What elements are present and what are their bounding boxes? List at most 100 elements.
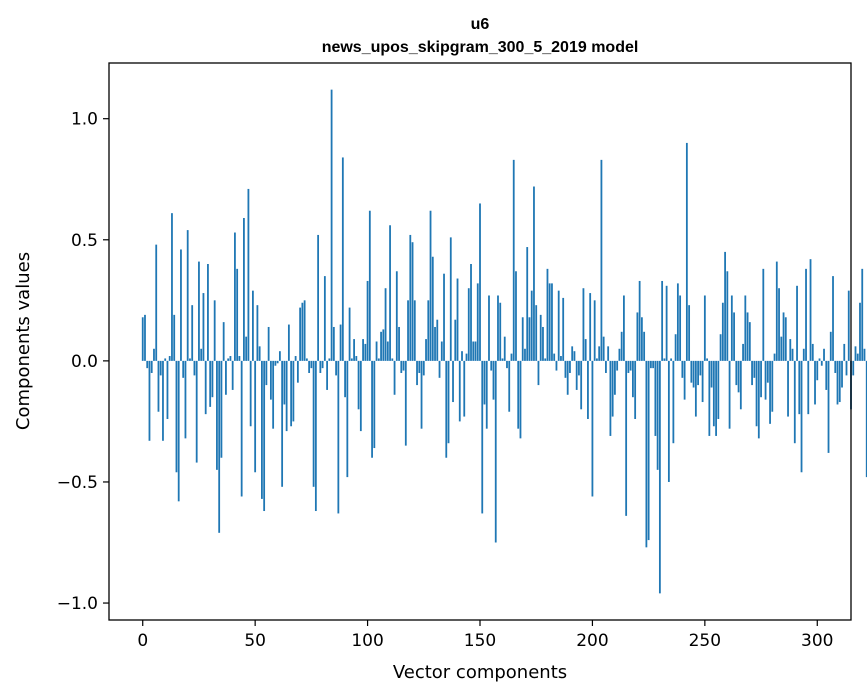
bar-66 <box>290 360 293 427</box>
bar-272 <box>753 360 756 378</box>
bar-249 <box>701 360 704 403</box>
bar-152 <box>483 360 486 405</box>
bar-101 <box>368 210 371 361</box>
bar-262 <box>730 295 733 361</box>
bar-206 <box>605 360 607 373</box>
y-tick-label: −1.0 <box>57 594 98 614</box>
bar-127 <box>427 300 430 361</box>
bar-126 <box>425 339 427 361</box>
bar-55 <box>265 360 268 386</box>
bar-154 <box>488 295 490 361</box>
bar-195 <box>580 360 583 410</box>
bar-222 <box>640 317 643 361</box>
bar-147 <box>472 341 475 361</box>
bar-255 <box>715 360 717 436</box>
bar-141 <box>458 360 461 422</box>
bar-260 <box>726 271 729 361</box>
bar-263 <box>733 312 735 361</box>
bar-304 <box>825 360 828 390</box>
bar-265 <box>737 360 740 393</box>
bar-9 <box>162 360 164 441</box>
bar-69 <box>296 360 299 383</box>
bar-319 <box>859 302 861 361</box>
bar-192 <box>573 351 576 361</box>
bar-42 <box>236 268 239 361</box>
bar-68 <box>294 356 297 361</box>
bar-276 <box>762 268 765 361</box>
bar-57 <box>269 360 272 400</box>
bar-77 <box>314 360 317 512</box>
x-tick-label: 250 <box>689 631 721 651</box>
bar-83 <box>328 358 331 361</box>
bar-121 <box>413 300 416 361</box>
bar-235 <box>670 358 673 361</box>
bar-100 <box>366 280 369 361</box>
bar-226 <box>649 360 652 369</box>
bar-37 <box>225 360 227 395</box>
bar-310 <box>838 360 841 403</box>
bar-21 <box>189 358 191 361</box>
bar-134 <box>443 273 445 361</box>
bar-216 <box>627 360 630 373</box>
bar-79 <box>319 360 322 373</box>
bar-252 <box>708 360 711 436</box>
bar-140 <box>456 278 459 361</box>
bar-296 <box>807 360 810 415</box>
bar-322 <box>865 360 867 478</box>
bar-64 <box>285 360 288 432</box>
bar-299 <box>814 360 816 405</box>
bar-11 <box>166 360 169 419</box>
bar-199 <box>589 293 592 361</box>
bar-145 <box>467 288 470 361</box>
bar-104 <box>375 341 378 361</box>
bar-177 <box>539 314 542 361</box>
bar-133 <box>440 341 443 361</box>
bar-52 <box>258 346 261 361</box>
bar-102 <box>371 360 373 458</box>
bar-89 <box>341 157 344 361</box>
bar-257 <box>719 334 722 361</box>
bar-106 <box>380 331 382 361</box>
bar-46 <box>245 336 248 361</box>
bar-128 <box>429 210 432 361</box>
bar-198 <box>587 360 589 419</box>
bar-281 <box>773 353 776 361</box>
y-tick-label: 0.5 <box>71 231 98 251</box>
bar-157 <box>494 360 497 543</box>
bar-116 <box>402 360 405 371</box>
bar-217 <box>629 360 632 371</box>
bar-110 <box>389 225 391 361</box>
bar-156 <box>492 360 495 400</box>
bar-229 <box>656 360 659 470</box>
bar-173 <box>530 290 533 361</box>
bar-246 <box>694 360 697 417</box>
bar-261 <box>728 360 731 429</box>
bar-103 <box>373 360 376 449</box>
bar-1 <box>144 314 146 361</box>
bar-130 <box>434 326 436 361</box>
bar-212 <box>618 348 621 361</box>
bar-280 <box>771 360 774 412</box>
bar-0 <box>141 317 144 361</box>
bar-31 <box>211 360 214 398</box>
plot-frame <box>108 62 852 621</box>
bar-43 <box>238 356 241 361</box>
bar-239 <box>679 295 682 361</box>
bar-17 <box>180 249 182 361</box>
bar-197 <box>584 339 587 361</box>
bar-162 <box>506 360 508 369</box>
x-tick-label: 0 <box>137 631 148 651</box>
bar-234 <box>667 360 670 482</box>
bar-290 <box>793 360 796 444</box>
bar-120 <box>411 242 414 361</box>
bar-67 <box>292 360 295 422</box>
bar-155 <box>490 360 493 371</box>
bar-63 <box>283 360 286 405</box>
bar-314 <box>847 290 850 361</box>
x-tick-label: 50 <box>244 631 266 651</box>
x-axis-label: Vector components <box>393 662 567 683</box>
bar-40 <box>231 360 234 390</box>
bar-270 <box>748 322 751 361</box>
bar-142 <box>461 351 463 361</box>
